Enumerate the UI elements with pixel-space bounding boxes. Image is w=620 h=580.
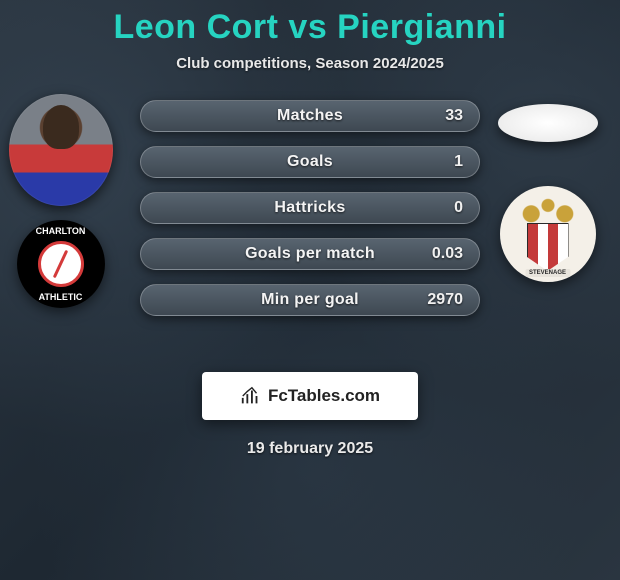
club-badge-left: CHARLTON ATHLETIC bbox=[17, 220, 105, 308]
stat-right-value: 1 bbox=[454, 153, 463, 171]
page-title: Leon Cort vs Piergianni bbox=[0, 8, 620, 47]
watermark: FcTables.com bbox=[202, 372, 418, 420]
club-badge-right: STEVENAGE bbox=[500, 186, 596, 282]
stat-right-value: 33 bbox=[445, 107, 463, 125]
stat-right-value: 2970 bbox=[427, 291, 463, 309]
stat-right-value: 0.03 bbox=[432, 245, 463, 263]
stat-label: Matches bbox=[277, 107, 343, 125]
chart-icon bbox=[240, 385, 262, 407]
player-left-avatar bbox=[9, 94, 113, 206]
stat-bars: Matches 33 Goals 1 Hattricks 0 Goals per match… bbox=[140, 100, 480, 330]
stat-label: Goals per match bbox=[245, 245, 375, 263]
player-right-avatar bbox=[498, 104, 598, 142]
comparison-arena: CHARLTON ATHLETIC STEVENAGE Matches 33 Goa… bbox=[0, 100, 620, 360]
stat-bar: Matches 33 bbox=[140, 100, 480, 132]
club-badge-right-banner: STEVENAGE bbox=[525, 269, 570, 277]
club-badge-left-bottom: ATHLETIC bbox=[39, 292, 83, 302]
watermark-text: FcTables.com bbox=[268, 386, 380, 406]
stat-label: Min per goal bbox=[261, 291, 359, 309]
club-badge-right-crest: STEVENAGE bbox=[513, 195, 583, 273]
subtitle: Club competitions, Season 2024/2025 bbox=[0, 55, 620, 72]
stat-label: Goals bbox=[287, 153, 333, 171]
club-badge-left-top: CHARLTON bbox=[36, 226, 86, 236]
player-right-panel: STEVENAGE bbox=[495, 100, 600, 282]
stat-label: Hattricks bbox=[274, 199, 345, 217]
player-left-panel: CHARLTON ATHLETIC bbox=[8, 94, 113, 308]
club-badge-left-text: CHARLTON ATHLETIC bbox=[17, 220, 105, 308]
content-root: Leon Cort vs Piergianni Club competition… bbox=[0, 0, 620, 580]
stat-bar: Hattricks 0 bbox=[140, 192, 480, 224]
date-text: 19 february 2025 bbox=[0, 440, 620, 458]
stat-bar: Goals 1 bbox=[140, 146, 480, 178]
stat-right-value: 0 bbox=[454, 199, 463, 217]
stat-bar: Goals per match 0.03 bbox=[140, 238, 480, 270]
stat-bar: Min per goal 2970 bbox=[140, 284, 480, 316]
